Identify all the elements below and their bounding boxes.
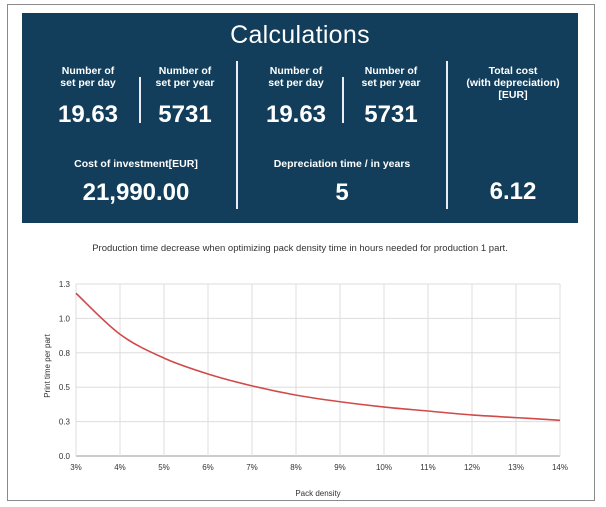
x-tick-label: 14% bbox=[552, 463, 568, 472]
set-per-day-label-1: Number of set per day bbox=[60, 65, 116, 89]
series-line bbox=[75, 292, 561, 422]
x-tick-label: 3% bbox=[70, 463, 82, 472]
divider bbox=[236, 61, 238, 209]
x-tick-label: 9% bbox=[334, 463, 346, 472]
set-per-day-value-2: 19.63 bbox=[265, 101, 327, 128]
y-tick-label: 0.8 bbox=[59, 349, 71, 358]
y-tick-label: 1.3 bbox=[59, 280, 71, 289]
set-per-day-value-1: 19.63 bbox=[57, 101, 119, 128]
y-tick-label: 0.3 bbox=[59, 418, 71, 427]
chart-grid bbox=[75, 283, 561, 457]
x-tick-label: 6% bbox=[202, 463, 214, 472]
set-per-year-value-1: 5731 bbox=[158, 101, 212, 128]
x-tick-label: 4% bbox=[114, 463, 126, 472]
y-axis-title: Print time per part bbox=[43, 333, 52, 397]
y-tick-label: 0.5 bbox=[59, 383, 71, 392]
x-tick-label: 12% bbox=[464, 463, 480, 472]
investment-label: Cost of investment[EUR] bbox=[74, 158, 198, 170]
y-tick-label: 0.0 bbox=[59, 452, 71, 461]
divider bbox=[342, 77, 344, 123]
x-tick-label: 11% bbox=[420, 463, 435, 472]
x-tick-label: 10% bbox=[376, 463, 392, 472]
x-axis-title: Pack density bbox=[295, 489, 340, 498]
panel-title: Calculations bbox=[230, 21, 370, 49]
set-per-year-label-2: Number of set per year bbox=[361, 65, 421, 89]
calculations-panel: Calculations Number of set per day 19.63… bbox=[22, 13, 578, 223]
y-tick-label: 1.0 bbox=[59, 314, 71, 323]
total-cost-value: 6.12 bbox=[489, 178, 537, 205]
x-tick-label: 7% bbox=[246, 463, 258, 472]
x-tick-label: 8% bbox=[290, 463, 302, 472]
set-per-year-label-1: Number of set per year bbox=[155, 65, 215, 89]
set-per-day-label-2: Number of set per day bbox=[268, 65, 324, 89]
depreciation-label: Depreciation time / in years bbox=[273, 158, 411, 170]
depreciation-value: 5 bbox=[335, 179, 349, 206]
divider bbox=[139, 77, 141, 123]
total-cost-label: Total cost (with depreciation) [EUR] bbox=[466, 65, 560, 101]
divider bbox=[446, 61, 448, 209]
set-per-year-value-2: 5731 bbox=[364, 101, 418, 128]
x-tick-label: 13% bbox=[508, 463, 524, 472]
chart-title: Production time decrease when optimizing… bbox=[92, 243, 508, 254]
x-tick-labels: 3% 4% 5% 6% 7% 8% 9% 10% 11% 12% 13% 14% bbox=[70, 463, 568, 472]
x-tick-label: 5% bbox=[158, 463, 170, 472]
y-tick-labels: 0.0 0.3 0.5 0.8 1.0 1.3 bbox=[59, 280, 71, 461]
investment-value: 21,990.00 bbox=[82, 179, 190, 206]
